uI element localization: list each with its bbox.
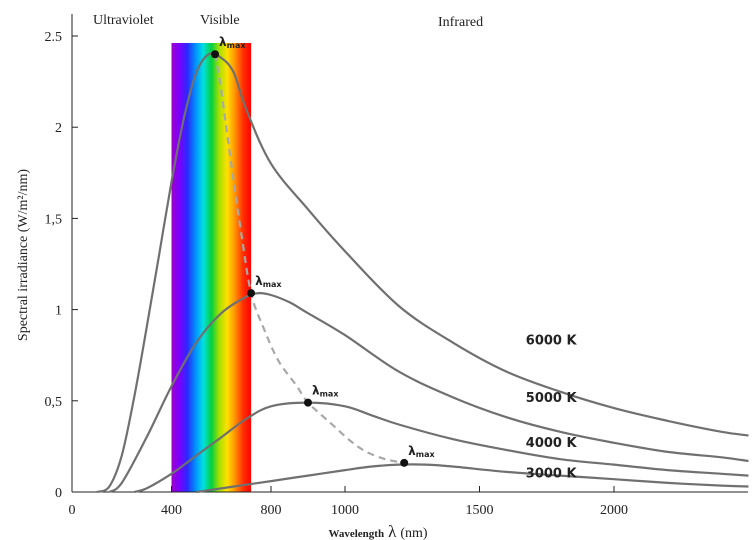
peak-dot-2 [304, 398, 312, 407]
peak-label-sub-3: max [416, 450, 436, 459]
y-tick-label-1: 0,5 [45, 395, 63, 410]
series-label-3: 3000 K [526, 466, 578, 481]
region-label-ultraviolet: Ultraviolet [93, 13, 154, 28]
peak-label-0: λmax [219, 35, 246, 50]
region-label-infrared: Infrared [438, 15, 483, 30]
y-tick-label-4: 2 [55, 121, 62, 136]
series-curve-2 [133, 401, 749, 494]
peak-label-symbol-1: λ [255, 274, 263, 288]
x-tick-label-2: 800 [261, 503, 282, 518]
y-tick-label-5: 2.5 [45, 30, 63, 45]
x-tick-label-3: 1000 [331, 503, 359, 518]
x-tick-label-5: 2000 [600, 503, 628, 518]
peak-dot-1 [247, 289, 256, 298]
x-tick-label-1: 400 [161, 503, 182, 518]
series-curve-3 [196, 463, 749, 494]
peak-label-sub-2: max [320, 390, 340, 399]
axes [71, 14, 748, 493]
x-axis-title-unit: (nm) [400, 526, 428, 540]
x-tick-label-0: 0 [69, 503, 76, 518]
series-label-1: 5000 K [526, 391, 578, 406]
series-label-0: 6000 K [526, 333, 578, 348]
x-axis-title-symbol: λ [388, 522, 397, 540]
region-label-visible: Visible [200, 13, 240, 28]
y-tick-label-0: 0 [55, 486, 62, 501]
y-axis-title: Spectral irradiance (W/m²/nm) [16, 169, 31, 341]
series-curve-1 [108, 292, 749, 493]
peak-dot-3 [400, 458, 409, 467]
peak-label-1: λmax [255, 274, 282, 289]
series-curve-0 [96, 52, 749, 494]
peak-label-symbol-0: λ [219, 35, 227, 49]
peak-label-3: λmax [408, 444, 435, 459]
x-ticks: 0 400 800 1000 1500 2000 [69, 486, 628, 518]
peak-label-2: λmax [312, 384, 339, 399]
x-axis-title: Wavelength λ (nm) [328, 522, 427, 540]
peak-label-symbol-3: λ [408, 444, 416, 458]
peak-dot-0 [211, 50, 220, 59]
y-ticks: 0 0,5 1 1,5 2 2.5 [45, 30, 78, 501]
peak-label-symbol-2: λ [312, 384, 320, 398]
wien-displacement-curve [213, 54, 405, 464]
series-curves [96, 52, 749, 494]
peak-label-sub-0: max [227, 41, 247, 50]
x-tick-label-4: 1500 [466, 503, 494, 518]
y-tick-label-3: 1,5 [45, 212, 63, 227]
series-label-2: 4000 K [526, 436, 578, 451]
y-tick-label-2: 1 [55, 304, 62, 319]
x-axis-title-prefix: Wavelength [328, 528, 384, 540]
peak-label-sub-1: max [263, 280, 283, 289]
series-labels: 6000 K 5000 K 4000 K 3000 K [526, 333, 578, 481]
